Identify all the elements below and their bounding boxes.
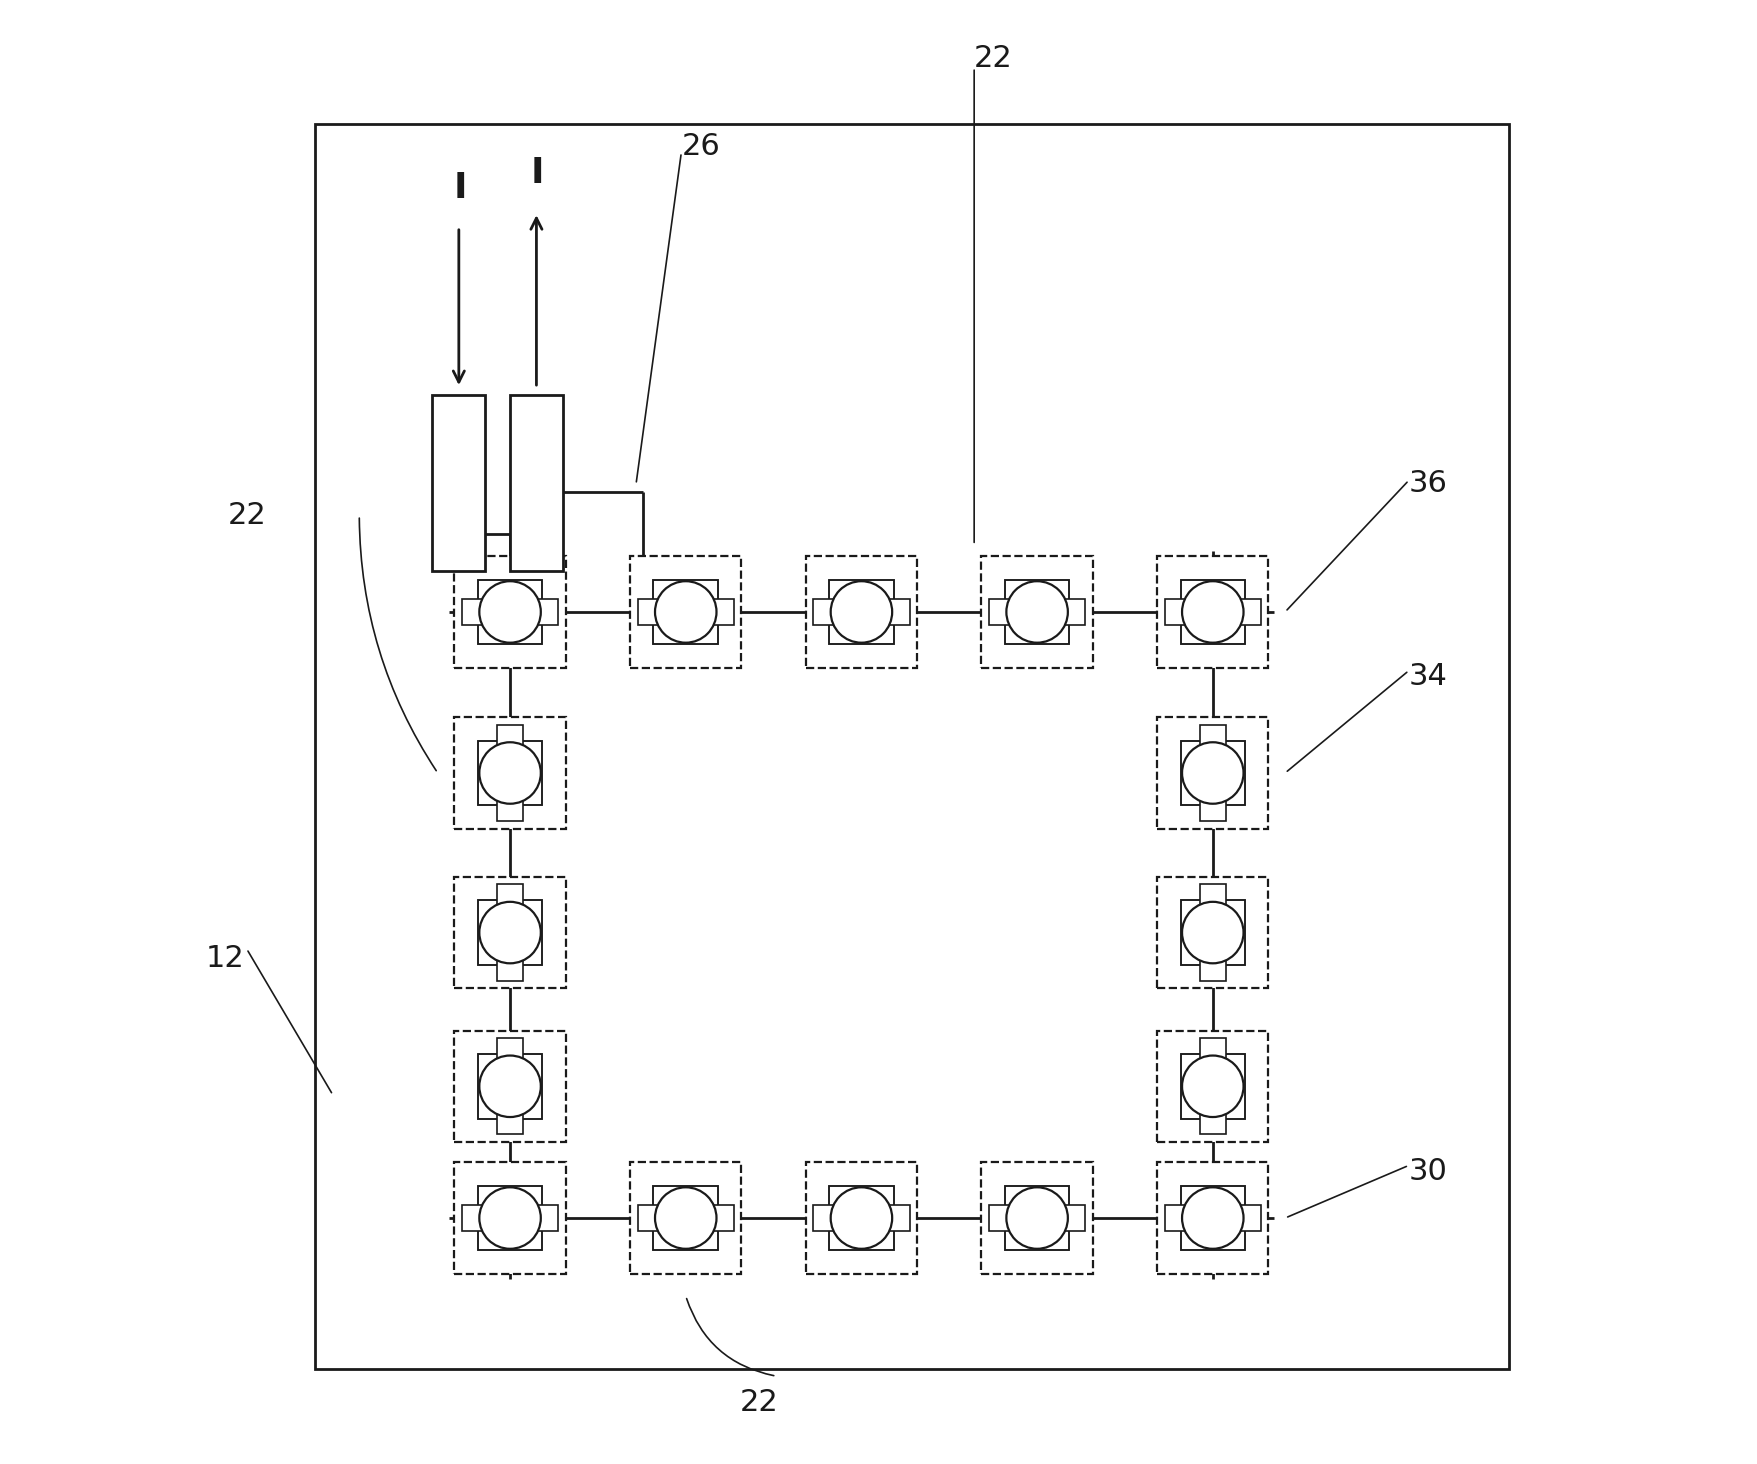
Bar: [453, 556, 566, 668]
Text: $\mathbf{I}$: $\mathbf{I}$: [531, 157, 543, 190]
Circle shape: [831, 1187, 891, 1249]
Text: 22: 22: [227, 501, 265, 530]
Bar: [829, 1186, 893, 1250]
Circle shape: [480, 1056, 541, 1117]
Bar: [1156, 1162, 1269, 1274]
Circle shape: [1181, 1187, 1242, 1249]
Text: 22: 22: [973, 44, 1012, 73]
Bar: [654, 580, 717, 644]
Bar: [510, 395, 562, 571]
Bar: [638, 599, 657, 625]
Circle shape: [655, 581, 717, 643]
Bar: [1181, 580, 1244, 644]
Bar: [1163, 599, 1184, 625]
Text: $\mathbf{I}$: $\mathbf{I}$: [453, 171, 464, 205]
Bar: [1198, 1114, 1225, 1135]
Bar: [813, 1205, 833, 1231]
Bar: [1005, 580, 1068, 644]
Bar: [462, 599, 481, 625]
Bar: [713, 599, 733, 625]
Text: 34: 34: [1407, 662, 1448, 691]
Bar: [980, 556, 1093, 668]
Bar: [453, 717, 566, 829]
Circle shape: [480, 581, 541, 643]
Circle shape: [480, 1187, 541, 1249]
Bar: [497, 1038, 524, 1058]
Bar: [629, 1162, 741, 1274]
Bar: [1198, 725, 1225, 745]
Bar: [453, 1031, 566, 1142]
Text: 30: 30: [1407, 1157, 1448, 1186]
Bar: [1181, 900, 1244, 965]
Bar: [1156, 877, 1269, 988]
Bar: [1181, 1186, 1244, 1250]
Bar: [315, 124, 1508, 1369]
Bar: [1065, 599, 1084, 625]
Circle shape: [1181, 581, 1242, 643]
Circle shape: [1181, 1056, 1242, 1117]
Bar: [1198, 960, 1225, 981]
Bar: [1240, 599, 1260, 625]
Circle shape: [480, 742, 541, 804]
Bar: [805, 556, 917, 668]
Bar: [989, 599, 1009, 625]
Bar: [478, 1186, 541, 1250]
Bar: [478, 741, 541, 805]
Bar: [1198, 1038, 1225, 1058]
Circle shape: [831, 581, 891, 643]
Bar: [889, 1205, 908, 1231]
Bar: [453, 877, 566, 988]
Bar: [1065, 1205, 1084, 1231]
Bar: [1156, 1031, 1269, 1142]
Bar: [713, 1205, 733, 1231]
Bar: [638, 1205, 657, 1231]
Bar: [813, 599, 833, 625]
Bar: [497, 884, 524, 905]
Circle shape: [655, 1187, 717, 1249]
Bar: [1240, 1205, 1260, 1231]
Circle shape: [1005, 1187, 1066, 1249]
Bar: [1181, 741, 1244, 805]
Bar: [1156, 556, 1269, 668]
Bar: [1198, 884, 1225, 905]
Circle shape: [1181, 742, 1242, 804]
Bar: [1198, 801, 1225, 821]
Bar: [453, 1162, 566, 1274]
Circle shape: [1181, 902, 1242, 963]
Bar: [829, 580, 893, 644]
Bar: [1156, 717, 1269, 829]
Bar: [497, 960, 524, 981]
Text: 12: 12: [206, 944, 244, 974]
Text: 22: 22: [740, 1388, 778, 1417]
Bar: [497, 725, 524, 745]
Bar: [1163, 1205, 1184, 1231]
Bar: [497, 801, 524, 821]
Bar: [538, 1205, 559, 1231]
Bar: [478, 1054, 541, 1118]
Bar: [478, 580, 541, 644]
Bar: [629, 556, 741, 668]
Bar: [432, 395, 485, 571]
Bar: [980, 1162, 1093, 1274]
Bar: [889, 599, 908, 625]
Bar: [497, 1114, 524, 1135]
Bar: [1181, 1054, 1244, 1118]
Text: 26: 26: [682, 132, 720, 161]
Bar: [478, 900, 541, 965]
Circle shape: [480, 902, 541, 963]
Bar: [1005, 1186, 1068, 1250]
Bar: [805, 1162, 917, 1274]
Text: 36: 36: [1407, 468, 1448, 498]
Circle shape: [1005, 581, 1066, 643]
Bar: [462, 1205, 481, 1231]
Bar: [654, 1186, 717, 1250]
Bar: [538, 599, 559, 625]
Bar: [989, 1205, 1009, 1231]
